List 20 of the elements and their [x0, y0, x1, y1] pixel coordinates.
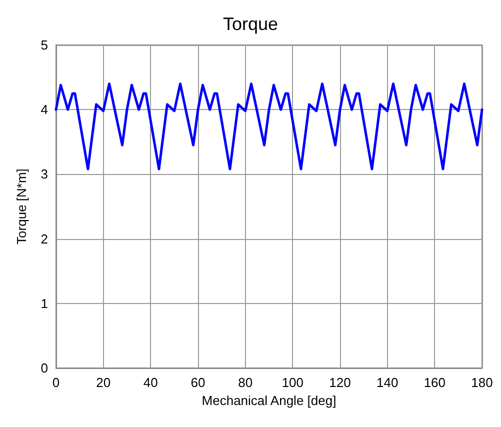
- x-tick-label: 20: [96, 375, 111, 390]
- x-axis-title: Mechanical Angle [deg]: [202, 392, 336, 408]
- y-tick-label: 0: [40, 360, 48, 376]
- x-tick-label: 140: [376, 375, 398, 390]
- x-tick-label: 160: [424, 375, 446, 390]
- y-tick-label: 4: [40, 102, 48, 118]
- x-tick-label: 180: [471, 375, 493, 390]
- x-tick-label: 100: [282, 375, 304, 390]
- x-tick-label: 80: [238, 375, 253, 390]
- line-series: [54, 82, 484, 170]
- chart-title: Torque: [222, 14, 278, 34]
- y-tick-label: 3: [40, 166, 48, 182]
- x-tick-label: 60: [190, 375, 206, 390]
- x-tick-label: 40: [143, 375, 158, 390]
- y-tick-label: 5: [40, 38, 48, 52]
- y-axis-title: Torque [N*m]: [14, 168, 29, 244]
- y-tick-label: 2: [40, 231, 48, 246]
- x-tick-label: 120: [329, 375, 351, 390]
- y-tick-label: 1: [40, 296, 48, 311]
- x-tick-label: 0: [52, 375, 60, 390]
